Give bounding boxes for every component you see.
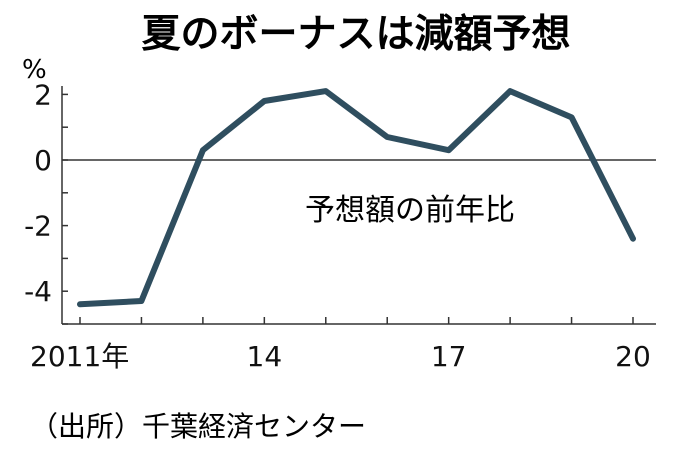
x-tick-label: 2011年 [30, 340, 129, 373]
series-label: 予想額の前年比 [305, 193, 515, 228]
y-axis-unit: % [22, 55, 47, 85]
x-tick-label: 20 [615, 340, 651, 373]
y-tick-label: -2 [24, 210, 52, 243]
x-tick-label: 14 [247, 340, 283, 373]
y-tick-label: -4 [24, 275, 52, 308]
chart-title: 夏のボーナスは減額予想 [141, 12, 570, 57]
y-tick-label: 0 [34, 144, 52, 177]
series-line [77, 88, 636, 308]
source-note: （出所）千葉経済センター [30, 410, 366, 443]
y-tick-label: 2 [34, 78, 52, 111]
x-tick-label: 17 [431, 340, 467, 373]
